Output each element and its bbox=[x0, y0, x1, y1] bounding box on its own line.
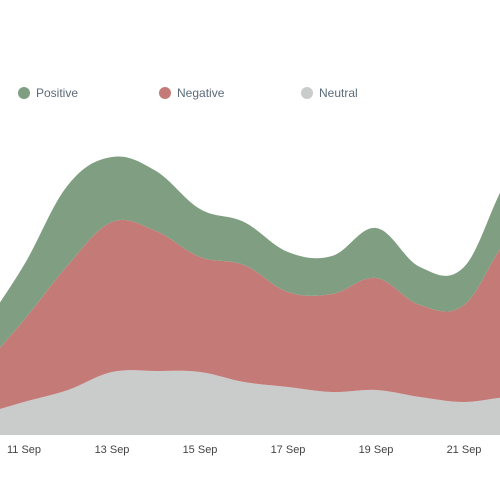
x-tick-label: 17 Sep bbox=[271, 444, 306, 456]
legend-label-negative: Negative bbox=[177, 86, 225, 100]
legend-marker-positive bbox=[18, 87, 30, 99]
legend-item-negative[interactable]: Negative bbox=[159, 86, 224, 100]
area-series-negative[interactable] bbox=[0, 218, 500, 415]
legend-item-neutral[interactable]: Neutral bbox=[301, 86, 358, 100]
legend-label-neutral: Neutral bbox=[319, 86, 358, 100]
x-tick-label: 13 Sep bbox=[95, 444, 130, 456]
legend-marker-neutral bbox=[301, 87, 313, 99]
legend-label-positive: Positive bbox=[36, 86, 79, 100]
area-series-neutral[interactable] bbox=[0, 370, 500, 435]
chart-legend: Positive Negative Neutral bbox=[0, 86, 500, 106]
x-tick-label: 11 Sep bbox=[7, 444, 41, 456]
legend-marker-negative bbox=[159, 87, 171, 99]
area-series-positive[interactable] bbox=[0, 143, 500, 370]
x-tick-label: 21 Sep bbox=[447, 444, 482, 456]
legend-item-positive[interactable]: Positive bbox=[18, 86, 78, 100]
x-tick-label: 15 Sep bbox=[183, 444, 218, 456]
x-tick-label: 19 Sep bbox=[359, 444, 394, 456]
